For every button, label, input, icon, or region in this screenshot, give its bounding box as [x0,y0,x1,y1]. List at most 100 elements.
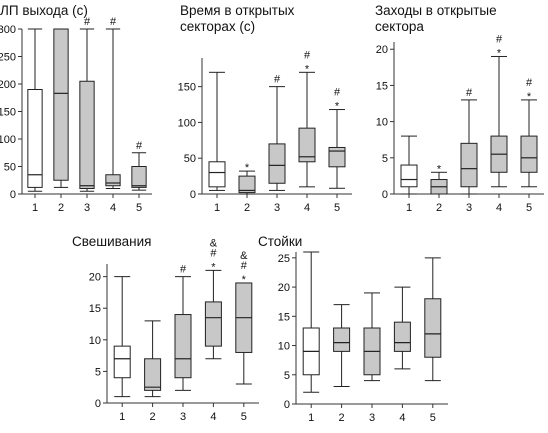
y-tick-label: 300 [0,24,16,36]
y-tick-label: 150 [178,82,196,94]
x-tick-label: 5 [241,411,247,423]
chart-title: ЛП выхода (с) [0,3,88,18]
box-group [27,28,43,192]
box-group: * [430,163,448,195]
y-tick-label: 0 [95,398,101,410]
box-group [424,257,442,382]
box-group [400,135,418,195]
x-tick-label: 5 [526,202,532,214]
box [79,80,95,189]
chart-title-line: ЛП выхода (с) [0,3,88,18]
significance-mark: # [136,140,143,152]
significance-mark: # [274,74,281,86]
y-tick-label: 20 [89,272,101,284]
x-tick-label: 1 [32,202,38,214]
x-tick-label: 3 [466,202,472,214]
box [400,164,418,188]
y-tick-label: 150 [0,107,16,119]
significance-mark: * [211,261,216,273]
chart-title-line: Стойки [258,234,302,249]
box-group [363,292,381,382]
x-tick-label: 1 [308,412,314,424]
box-group [144,320,162,398]
box [393,321,411,352]
box [298,127,316,163]
significance-mark: & [210,237,218,249]
x-tick-label: 2 [150,411,156,423]
box-group: # [268,74,286,191]
y-tick-label: 10 [278,341,290,353]
significance-mark: * [497,47,502,59]
significance-mark: * [335,101,340,113]
box-group: *# [328,87,346,189]
significance-mark: * [242,274,247,286]
y-tick-label: 15 [376,80,388,92]
y-tick-label: 0 [382,189,388,201]
x-tick-label: 1 [214,202,220,214]
x-tick-label: 4 [399,412,405,424]
x-tick-label: 1 [406,202,412,214]
chart-title: Стойки [258,234,302,249]
y-tick-label: 25 [278,253,290,265]
box-group: # [131,140,147,191]
box [268,143,286,184]
y-tick-label: 100 [178,117,196,129]
significance-mark: # [466,87,473,99]
box-group [302,251,320,393]
significance-mark: * [245,162,250,174]
chart-title: Время в открытых секторах (с) [180,3,295,34]
y-tick-label: 200 [0,79,16,91]
y-tick-label: 5 [95,366,101,378]
box [27,89,43,188]
box-group: * #& [235,250,253,385]
x-tick-label: 3 [84,202,90,214]
y-tick-label: 5 [382,153,388,165]
box [105,174,121,187]
box [238,175,256,194]
box [113,345,131,379]
x-tick-label: 2 [436,202,442,214]
box-group: # [105,16,121,189]
y-tick-label: 20 [278,282,290,294]
x-tick-label: 4 [210,411,216,423]
x-tick-label: 5 [334,202,340,214]
y-tick-label: 0 [190,189,196,201]
y-tick-label: 50 [184,153,196,165]
box-group [113,276,131,398]
y-tick-label: 5 [284,370,290,382]
box [174,314,192,379]
y-tick-label: 15 [89,303,101,315]
significance-mark: # [180,264,187,276]
box-group: # [174,264,192,391]
box [460,142,478,188]
chart-panel-2: Время в открытых секторах (с) 0 50 100 150 1 2 3… [178,3,352,214]
x-tick-label: 4 [304,202,310,214]
x-tick-label: 3 [369,412,375,424]
box-group: * #& [204,237,222,360]
significance-mark: # [334,87,341,99]
x-tick-label: 4 [496,202,502,214]
chart-title: Заходы в открытые сектора [375,3,497,34]
box [520,135,538,173]
x-tick-label: 5 [430,412,436,424]
x-tick-label: 2 [339,412,345,424]
chart-panel-5: Стойки 0 5 10 15 20 25 1 2 3 4 5 [258,234,448,424]
y-tick-label: 10 [376,117,388,129]
significance-mark: # [526,77,533,89]
significance-mark: # [304,49,311,61]
box-group: *# [298,49,316,188]
significance-mark: # [84,16,91,28]
y-tick-label: 250 [0,52,16,64]
y-tick-label: 15 [278,311,290,323]
box [333,327,351,352]
box [131,166,147,188]
x-tick-label: 3 [274,202,280,214]
significance-mark: # [496,33,503,45]
x-tick-label: 5 [136,202,142,214]
chart-title-line: сектора [375,19,424,34]
y-tick-label: 100 [0,134,16,146]
chart-panel-1: ЛП выхода (с) 0 50 100 150 200 250 300 1 2 3 4 5 # # # [0,3,152,214]
